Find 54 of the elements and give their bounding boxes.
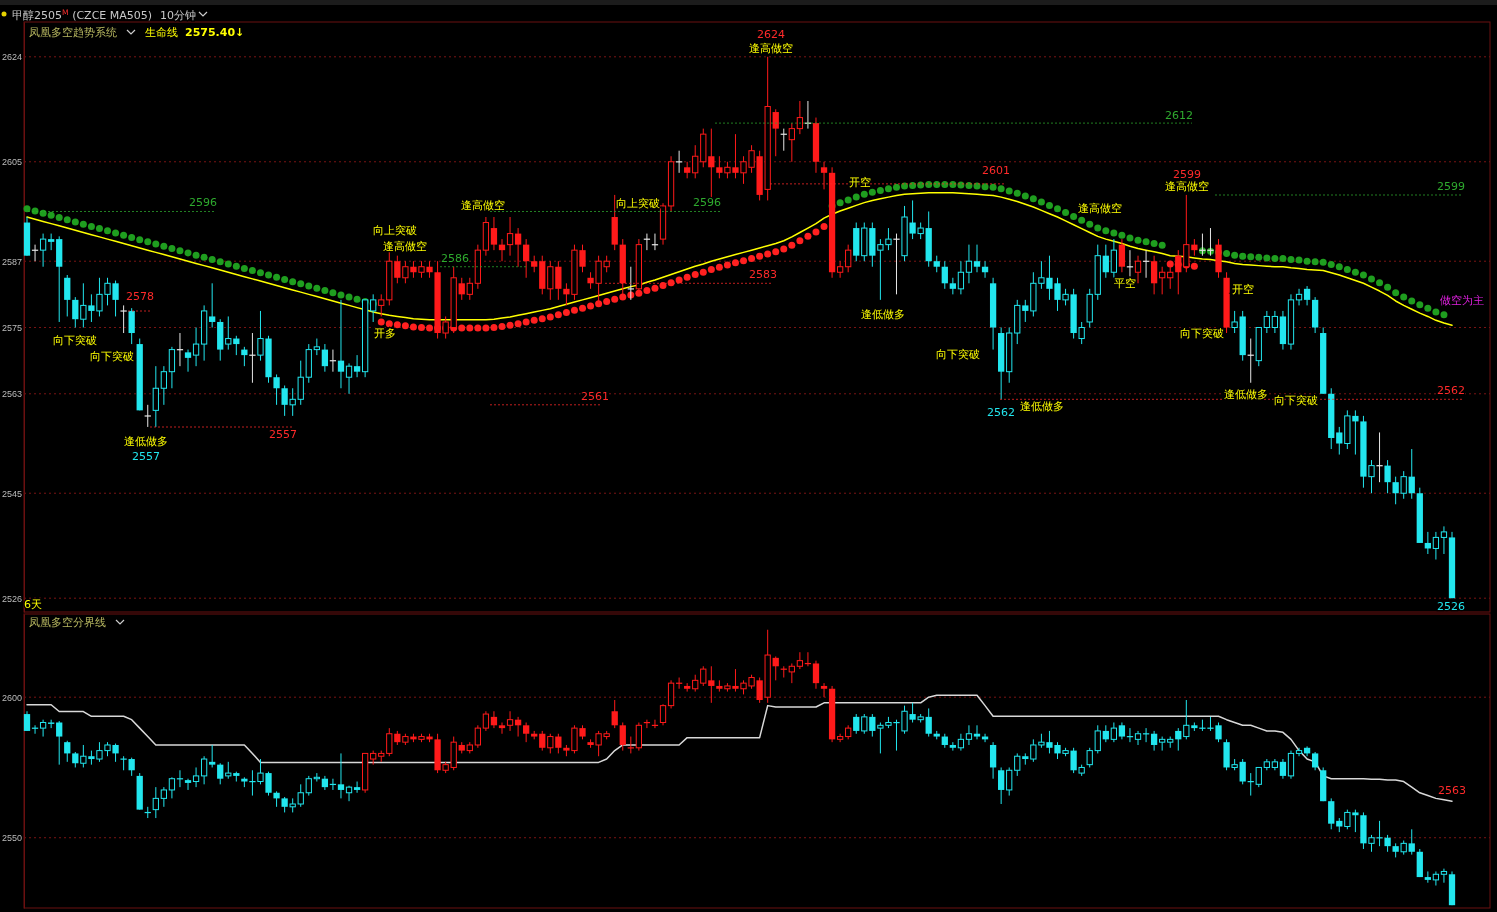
annotation: 2583 [749, 268, 777, 281]
annotation: 向下突破 [90, 350, 134, 363]
y-tick-label: 2545 [1, 488, 22, 499]
annotation: 2526 [1437, 600, 1465, 614]
annotation: 逢低做多 [861, 308, 905, 321]
annotation: 逢高做空 [1078, 202, 1122, 215]
annotation: 2578 [126, 290, 154, 303]
annotation: 2624 [757, 27, 785, 41]
annotation: 做空为主 [1440, 294, 1484, 307]
annotation: 逢低做多 [1020, 400, 1064, 413]
annotation: 开多 [374, 327, 396, 340]
annotation: 向上突破 [616, 197, 660, 210]
annotation: 逢低做多 [124, 435, 168, 448]
y-tick-label: 2605 [1, 157, 22, 168]
y-tick-label: 2526 [1, 593, 22, 604]
annotation: 6天 [24, 598, 42, 611]
annotation: 2557 [269, 428, 297, 441]
annotation: 2557 [132, 450, 160, 463]
annotation: 向下突破 [53, 334, 97, 347]
annotation: 2601 [982, 163, 1010, 177]
annotation: 开空 [849, 176, 871, 189]
annotation: 2599 [1437, 180, 1465, 193]
annotation: 逢高做空 [383, 240, 427, 253]
chart-title: 甲醇2505$^{M}$ (CZCE MA505) [12, 7, 153, 22]
annotation: 向下突破 [1274, 394, 1318, 407]
annotation: 平空 [1114, 277, 1136, 290]
annotation: 向下突破 [936, 348, 980, 361]
annotation: 开空 [1232, 283, 1254, 296]
annotation: 逢高做空 [749, 42, 793, 55]
annotation: 逢高做空 [461, 199, 505, 212]
annotation: 逢低做多 [1224, 388, 1268, 401]
annotation: 2612 [1165, 109, 1193, 122]
chart-title: 凤凰多空分界线 [29, 616, 106, 629]
chart-subtitle: 凤凰多空趋势系统 [29, 26, 117, 39]
annotation: 向上突破 [373, 224, 417, 237]
y-tick-label: 2563 [1, 389, 22, 400]
annotation: 2599 [1173, 168, 1201, 181]
annotation: 2575.40↓ [185, 26, 245, 39]
annotation: 10分钟 [160, 9, 196, 22]
y-tick-label: 2600 [1, 692, 22, 703]
annotation: 2586 [441, 251, 469, 265]
annotation: 逢高做空 [1165, 180, 1209, 193]
annotation: 向下突破 [1180, 327, 1224, 340]
y-tick-label: 2550 [1, 833, 22, 844]
text: 生命线 [145, 26, 178, 39]
annotation: 2561 [581, 390, 609, 403]
annotation: 2596 [189, 195, 217, 209]
annotation: 2562 [987, 406, 1015, 419]
y-tick-label: 2587 [1, 256, 22, 267]
annotation: 2563 [1438, 784, 1466, 798]
y-tick-label: 2624 [1, 52, 22, 63]
y-tick-label: 2575 [1, 322, 22, 333]
annotation: 2596 [693, 195, 721, 209]
annotation: 2562 [1437, 384, 1465, 397]
